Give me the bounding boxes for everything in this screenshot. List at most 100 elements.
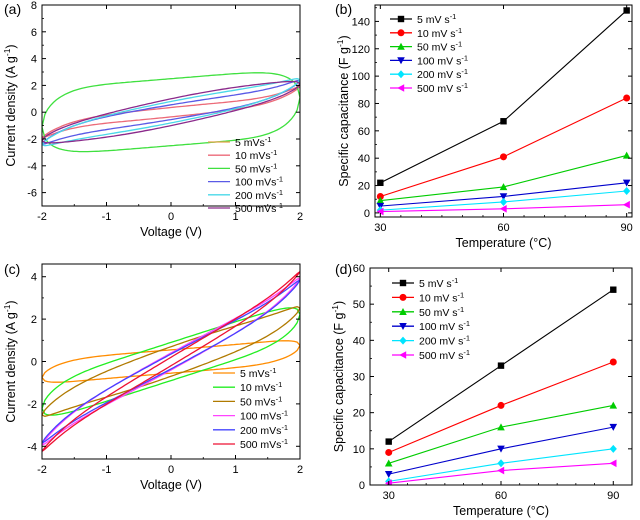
x-axis-label: Temperature (°C) bbox=[456, 236, 552, 250]
y-tick-label: 4 bbox=[31, 272, 37, 284]
legend-label: 5 mVs bbox=[235, 137, 265, 149]
legend-marker bbox=[397, 84, 405, 92]
x-tick-label: 2 bbox=[297, 211, 303, 223]
data-point bbox=[609, 401, 618, 409]
y-axis-label-main: Specific capacitance (F g bbox=[337, 47, 351, 187]
legend-label-sup: -1 bbox=[281, 437, 288, 446]
legend-entry: 200 mV s-1 bbox=[417, 67, 468, 81]
x-axis-label: Voltage (V) bbox=[140, 478, 202, 492]
legend-label: 200 mV s bbox=[419, 336, 463, 348]
y-tick-label: 0 bbox=[359, 480, 365, 492]
legend-entry: 200 mVs-1 bbox=[240, 423, 288, 437]
data-point bbox=[376, 207, 384, 216]
legend-marker bbox=[399, 308, 407, 315]
data-point bbox=[384, 470, 393, 478]
x-tick-label: 0 bbox=[168, 211, 174, 223]
legend-label: 5 mV s bbox=[417, 14, 450, 26]
legend-label-sup: -1 bbox=[463, 334, 470, 343]
legend-marker bbox=[397, 57, 405, 65]
y-tick-label: 60 bbox=[358, 126, 370, 138]
data-point bbox=[499, 183, 508, 191]
legend-label-sup: -1 bbox=[271, 148, 278, 157]
legend-entry: 5 mVs-1 bbox=[235, 135, 271, 149]
legend-label-sup: -1 bbox=[458, 290, 465, 299]
y-axis-label: Specific capacitance (F g-1) bbox=[335, 35, 351, 186]
legend-entry: 100 mV s-1 bbox=[417, 53, 468, 67]
y-axis-label: Current density (A g-1) bbox=[2, 44, 18, 166]
legend-label-sup: -1 bbox=[463, 348, 470, 357]
y-axis-label-tail: ) bbox=[332, 301, 346, 305]
y-axis-label-sup: -1 bbox=[335, 39, 345, 47]
data-point bbox=[497, 459, 505, 468]
y-tick-label: -4 bbox=[27, 441, 37, 453]
y-tick-label: 140 bbox=[352, 16, 370, 28]
y-tick-label: 8 bbox=[31, 0, 37, 12]
cv-loop-5 bbox=[42, 80, 300, 144]
legend-label: 5 mV s bbox=[419, 278, 452, 290]
y-tick-label: 40 bbox=[353, 335, 365, 347]
legend-entry: 100 mV s-1 bbox=[419, 319, 470, 333]
legend-marker bbox=[399, 323, 407, 330]
cv-loop-5 bbox=[42, 271, 300, 452]
legend-marker bbox=[397, 15, 405, 23]
legend-label-sup: -1 bbox=[276, 394, 283, 403]
legend-entry: 10 mV s-1 bbox=[417, 26, 462, 40]
legend-label-sup: -1 bbox=[450, 12, 457, 21]
legend-entry: 500 mV s-1 bbox=[419, 348, 470, 362]
x-tick-label: 2 bbox=[297, 464, 303, 476]
legend-label: 100 mV s bbox=[419, 321, 463, 333]
legend-label: 100 mVs bbox=[240, 411, 281, 423]
legend-label-sup: -1 bbox=[458, 305, 465, 314]
legend-label: 50 mV s bbox=[419, 307, 458, 319]
y-tick-label: 60 bbox=[353, 263, 365, 275]
y-tick-label: -2 bbox=[27, 134, 37, 146]
legend-label-sup: -1 bbox=[276, 201, 283, 210]
legend-entry: 100 mVs-1 bbox=[235, 175, 283, 189]
cv-loop-1 bbox=[42, 307, 300, 416]
y-tick-label: 0 bbox=[31, 357, 37, 369]
y-axis-label-main: Current density (A g bbox=[4, 312, 18, 423]
legend-label-sup: -1 bbox=[463, 319, 470, 328]
legend-label: 10 mVs bbox=[235, 150, 271, 162]
legend-marker bbox=[399, 336, 407, 345]
data-point bbox=[623, 187, 631, 196]
y-axis-label-sup: -1 bbox=[330, 305, 340, 313]
legend-label: 50 mV s bbox=[417, 42, 456, 54]
legend-entry: 5 mV s-1 bbox=[417, 12, 456, 26]
x-tick-label: 30 bbox=[383, 490, 395, 502]
legend-marker bbox=[397, 29, 405, 37]
legend-marker bbox=[399, 279, 407, 287]
chart-panel-a: (a) -2 -1 0 1 2 -6 -4 -2 0 2 4 6 8 Voltage (V) Current … bbox=[2, 0, 303, 239]
data-point bbox=[497, 466, 505, 475]
legend-label: 100 mV s bbox=[417, 55, 461, 67]
y-axis-label-main: Specific capacitance (F g bbox=[332, 312, 346, 452]
legend-label: 500 mVs bbox=[235, 203, 276, 215]
chart-panel-b: (b) 30 60 90 0 20 40 60 80 100 120 140 Temperature (… bbox=[335, 1, 633, 250]
legend-label-sup: -1 bbox=[276, 380, 283, 389]
data-point bbox=[622, 179, 631, 187]
data-point bbox=[499, 204, 507, 213]
y-tick-label: 80 bbox=[358, 98, 370, 110]
legend-label: 500 mV s bbox=[417, 83, 461, 95]
legend-entry: 200 mV s-1 bbox=[419, 334, 470, 348]
legend-label: 50 mVs bbox=[240, 396, 276, 408]
plot-area bbox=[42, 72, 300, 153]
legend-label-sup: -1 bbox=[456, 26, 463, 35]
legend-label-sup: -1 bbox=[270, 366, 277, 375]
series-line-2 bbox=[388, 404, 614, 464]
y-axis-label-main: Current density (A g bbox=[4, 56, 18, 167]
legend-marker bbox=[399, 293, 407, 301]
legend-label: 200 mV s bbox=[417, 69, 461, 81]
x-tick-label: 1 bbox=[232, 464, 238, 476]
data-point bbox=[610, 286, 617, 293]
legend-entry: 10 mVs-1 bbox=[240, 380, 282, 394]
x-tick-label: -2 bbox=[37, 211, 47, 223]
legend-marker bbox=[397, 70, 405, 79]
x-tick-label: 0 bbox=[168, 464, 174, 476]
legend-label-sup: -1 bbox=[461, 53, 468, 62]
legend-label: 10 mV s bbox=[419, 292, 458, 304]
legend-label: 500 mV s bbox=[419, 350, 463, 362]
x-tick-label: -2 bbox=[37, 464, 47, 476]
